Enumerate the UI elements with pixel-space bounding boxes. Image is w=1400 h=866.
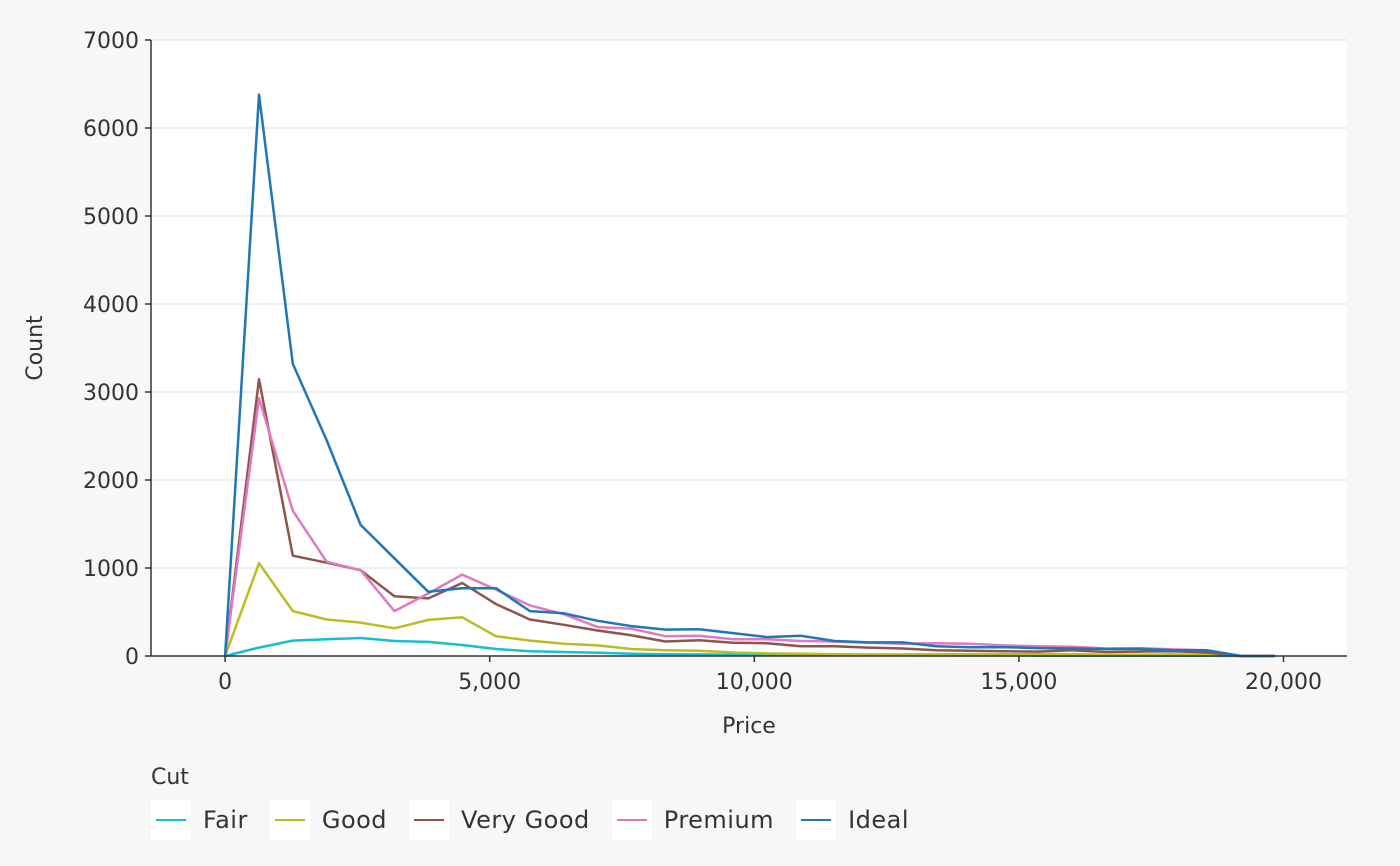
y-tick-label: 3000 <box>83 381 139 406</box>
legend-swatch <box>269 800 310 840</box>
legend-swatch-line <box>156 819 186 821</box>
y-tick-label: 4000 <box>83 293 139 318</box>
x-tick-label: 5,000 <box>458 670 521 695</box>
legend: Cut Fair Good Very Good Premium Ideal <box>151 762 1391 840</box>
line-chart: 0 1000 2000 3000 4000 5000 6000 7000 0 5,000 10,00… <box>23 29 1347 739</box>
legend-item-very-good[interactable]: Very Good <box>409 800 598 840</box>
legend-swatch <box>409 800 450 840</box>
legend-items: Fair Good Very Good Premium Ideal <box>151 800 1391 840</box>
legend-swatch <box>151 800 191 840</box>
x-tick-label: 20,000 <box>1245 670 1322 695</box>
legend-label: Very Good <box>461 806 590 834</box>
series-line-very-good <box>223 377 1275 658</box>
legend-label: Fair <box>203 806 248 834</box>
y-tick-label: 6000 <box>83 117 139 142</box>
series-line-ideal <box>223 93 1275 658</box>
legend-swatch <box>796 800 837 840</box>
legend-label: Premium <box>663 806 775 834</box>
legend-label: Ideal <box>848 806 910 834</box>
legend-swatch-line <box>414 819 445 821</box>
legend-item-premium[interactable]: Premium <box>611 800 782 840</box>
legend-title: Cut <box>151 765 189 790</box>
legend-swatch <box>611 800 652 840</box>
legend-item-good[interactable]: Good <box>269 800 395 840</box>
axes: 0 1000 2000 3000 4000 5000 6000 7000 0 5,000 10,00… <box>83 29 1347 695</box>
x-tick-label: 10,000 <box>716 670 793 695</box>
x-axis-title: Price <box>722 714 776 739</box>
legend-label: Good <box>321 806 388 834</box>
y-tick-label: 5000 <box>83 205 139 230</box>
y-tick-label: 0 <box>125 645 139 670</box>
legend-swatch-line <box>616 819 647 821</box>
series-lines <box>223 93 1275 658</box>
y-axis-title: Count <box>23 315 48 381</box>
legend-item-ideal[interactable]: Ideal <box>796 800 917 840</box>
plot-background <box>151 40 1347 656</box>
y-tick-label: 7000 <box>83 29 139 54</box>
legend-swatch-line <box>801 819 832 821</box>
y-tick-label: 1000 <box>83 557 139 582</box>
x-tick-label: 15,000 <box>980 670 1057 695</box>
chart-area: 0 1000 2000 3000 4000 5000 6000 7000 0 5,000 10,00… <box>23 29 1347 739</box>
y-tick-label: 2000 <box>83 469 139 494</box>
series-line-good <box>223 561 1275 658</box>
x-tick-label: 0 <box>218 670 232 695</box>
legend-swatch-line <box>274 819 305 821</box>
legend-item-fair[interactable]: Fair <box>151 800 256 840</box>
